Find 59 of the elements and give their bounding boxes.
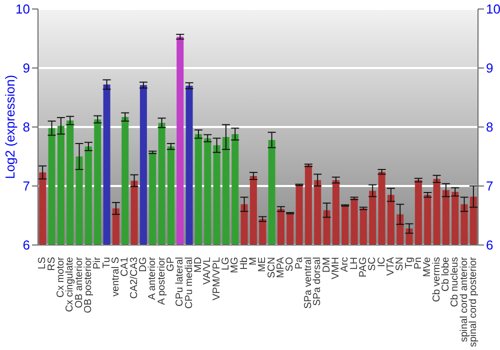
x-tick-label: Hb [238,256,250,270]
x-tick-label: MD [192,257,204,273]
x-tick-label: VMH [330,257,342,280]
x-tick-label: ME [257,256,268,272]
y2-tick-label: 8 [486,120,494,135]
x-tick-label: CA2/CA3 [128,256,140,299]
x-tick-label: IC [376,257,388,267]
x-tick-label: CPu lateral [174,257,186,306]
x-tick-label: Cx cingulate [64,256,76,312]
x-tick-label: SO [284,256,296,272]
x-tick-label: SCN [266,257,278,278]
x-tick-label: VPM/VPL [211,256,222,300]
x-tick-label: RS [46,256,58,271]
x-tick-label: LH [348,257,360,270]
y2-tick-label: 6 [486,238,494,253]
x-tick-label: A anterior [147,256,158,300]
x-tick-label: MG [230,256,241,274]
x-tick-label: PAG [358,256,369,278]
x-tick-label: Pa [294,256,305,270]
x-tick-label: Pir [92,256,104,270]
x-tick-label: SPa dorsal [312,257,324,306]
x-tick-label: Cb lobe [440,256,452,292]
y-tick-label: 8 [22,120,30,135]
x-tick-label: ventral S [110,256,122,296]
x-tick-label: VTA [385,256,396,276]
y2-tick-label: 9 [486,60,494,76]
x-tick-label: spinal cord posterior [468,256,479,348]
y-tick-label: 9 [22,60,30,76]
x-tick-label: DM [321,257,332,273]
y-axis-title: Log2 (expression) [2,74,18,180]
x-tick-label: MVe [422,256,434,278]
x-tick-label: SN [394,257,406,271]
x-tick-label: OB anterior [74,256,85,308]
x-tick-label: CPu medial [184,257,195,309]
x-tick-label: SC [367,257,378,271]
x-tick-label: VA/VL [202,256,214,285]
x-tick-label: Pn [412,257,424,270]
x-tick-label: OB posterior [82,256,94,314]
y-tick-label: 10 [16,2,30,17]
x-tick-label: Arc [340,257,351,272]
x-tick-label: Tu [101,257,112,268]
x-tick-label: SPa ventral [302,257,314,309]
x-tick-label: LS [37,256,48,270]
x-tick-label: Cb nucleus [450,257,461,308]
x-tick-label: Tg [404,257,415,269]
x-tick-label: M [248,257,259,266]
x-tick-label: Cb vermis [431,257,442,302]
x-tick-label: MPA [275,256,286,278]
x-tick-label: Cx motor [55,256,66,298]
x-tick-label: spinal cord anterior [458,256,470,342]
y2-tick-label: 10 [486,2,500,17]
x-tick-label: A posterior [156,256,168,305]
x-tick-label: LG [220,256,232,270]
x-tick-label: CA1 [120,256,131,276]
y-tick-label: 7 [22,178,30,194]
x-tick-label: DG [138,256,149,272]
x-tick-label: GP [165,256,176,272]
y2-tick-label: 7 [486,178,494,194]
y-tick-label: 6 [22,238,30,253]
